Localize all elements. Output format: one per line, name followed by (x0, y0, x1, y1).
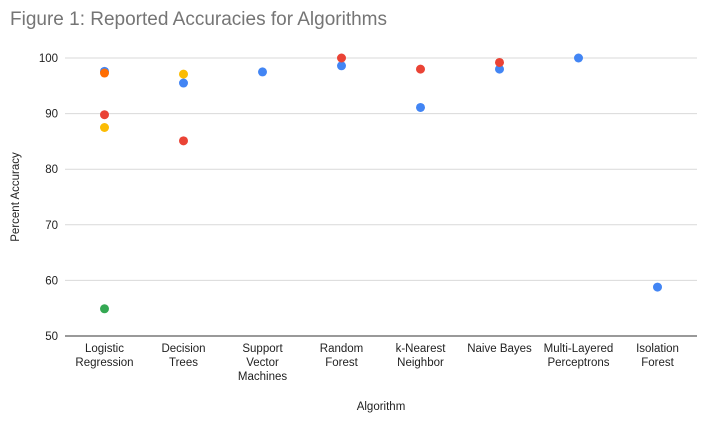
data-point-s3-c2 (179, 70, 188, 79)
data-point-s2-c1 (100, 110, 109, 119)
x-tick-label-line: Forest (641, 357, 674, 369)
data-point-s1-c7 (574, 54, 583, 63)
y-axis-title: Percent Accuracy (10, 152, 22, 242)
data-point-s2-c4 (337, 54, 346, 63)
x-tick-label-line: k-Nearest (396, 343, 447, 355)
x-tick-label-line: Trees (169, 357, 198, 369)
x-tick-label-8: Isolation Forest (636, 343, 679, 369)
data-point-s4-c1 (100, 304, 109, 313)
x-tick-label-line: Decision (161, 343, 205, 355)
data-point-s1-c5 (416, 103, 425, 112)
data-point-s1-c8 (653, 283, 662, 292)
x-tick-label-line: Neighbor (397, 357, 444, 369)
data-point-s2-c5 (416, 65, 425, 74)
y-tick-label-100: 100 (39, 53, 58, 65)
x-tick-label-line: Regression (75, 357, 133, 369)
y-tick-label-80: 80 (45, 164, 58, 176)
x-axis-title: Algorithm (357, 401, 406, 413)
y-tick-label-50: 50 (45, 331, 58, 343)
chart-title: Figure 1: Reported Accuracies for Algori… (10, 9, 387, 30)
y-tick-label-90: 90 (45, 109, 58, 121)
x-tick-label-line: Isolation (636, 343, 679, 355)
x-tick-label-line: Random (320, 343, 363, 355)
data-point-s1-c2 (179, 79, 188, 88)
x-tick-label-line: Naive Bayes (467, 343, 532, 355)
x-tick-label-7: Multi-Layered Perceptrons (544, 343, 614, 369)
x-tick-label-1: Logistic Regression (75, 343, 133, 369)
x-tick-label-6: Naive Bayes (467, 343, 532, 355)
data-point-s3-c1 (100, 123, 109, 132)
grid-layer (65, 58, 697, 336)
x-tick-labels: Logistic Regression Decision Trees Support Ve… (75, 343, 679, 383)
x-tick-label-4: Random Forest (320, 343, 363, 369)
data-point-s1-c4 (337, 61, 346, 70)
data-point-s2-c2 (179, 136, 188, 145)
x-tick-label-line: Multi-Layered (544, 343, 614, 355)
x-tick-label-line: Support (242, 343, 283, 355)
data-point-s1-c3 (258, 67, 267, 76)
x-tick-label-2: Decision Trees (161, 343, 205, 369)
data-point-s5-c1 (100, 69, 109, 78)
y-tick-label-60: 60 (45, 275, 58, 287)
x-tick-label-line: Machines (238, 371, 287, 383)
y-tick-label-70: 70 (45, 220, 58, 232)
x-tick-label-line: Perceptrons (547, 357, 609, 369)
x-tick-label-line: Logistic (85, 343, 124, 355)
y-tick-labels: 50 60 70 80 90 100 (39, 53, 58, 343)
x-tick-label-3: Support Vector Machines (238, 343, 287, 383)
x-tick-label-line: Forest (325, 357, 358, 369)
data-point-s2-c6 (495, 58, 504, 67)
x-tick-label-5: k-Nearest Neighbor (396, 343, 447, 369)
data-points (100, 54, 662, 314)
x-tick-label-line: Vector (246, 357, 279, 369)
